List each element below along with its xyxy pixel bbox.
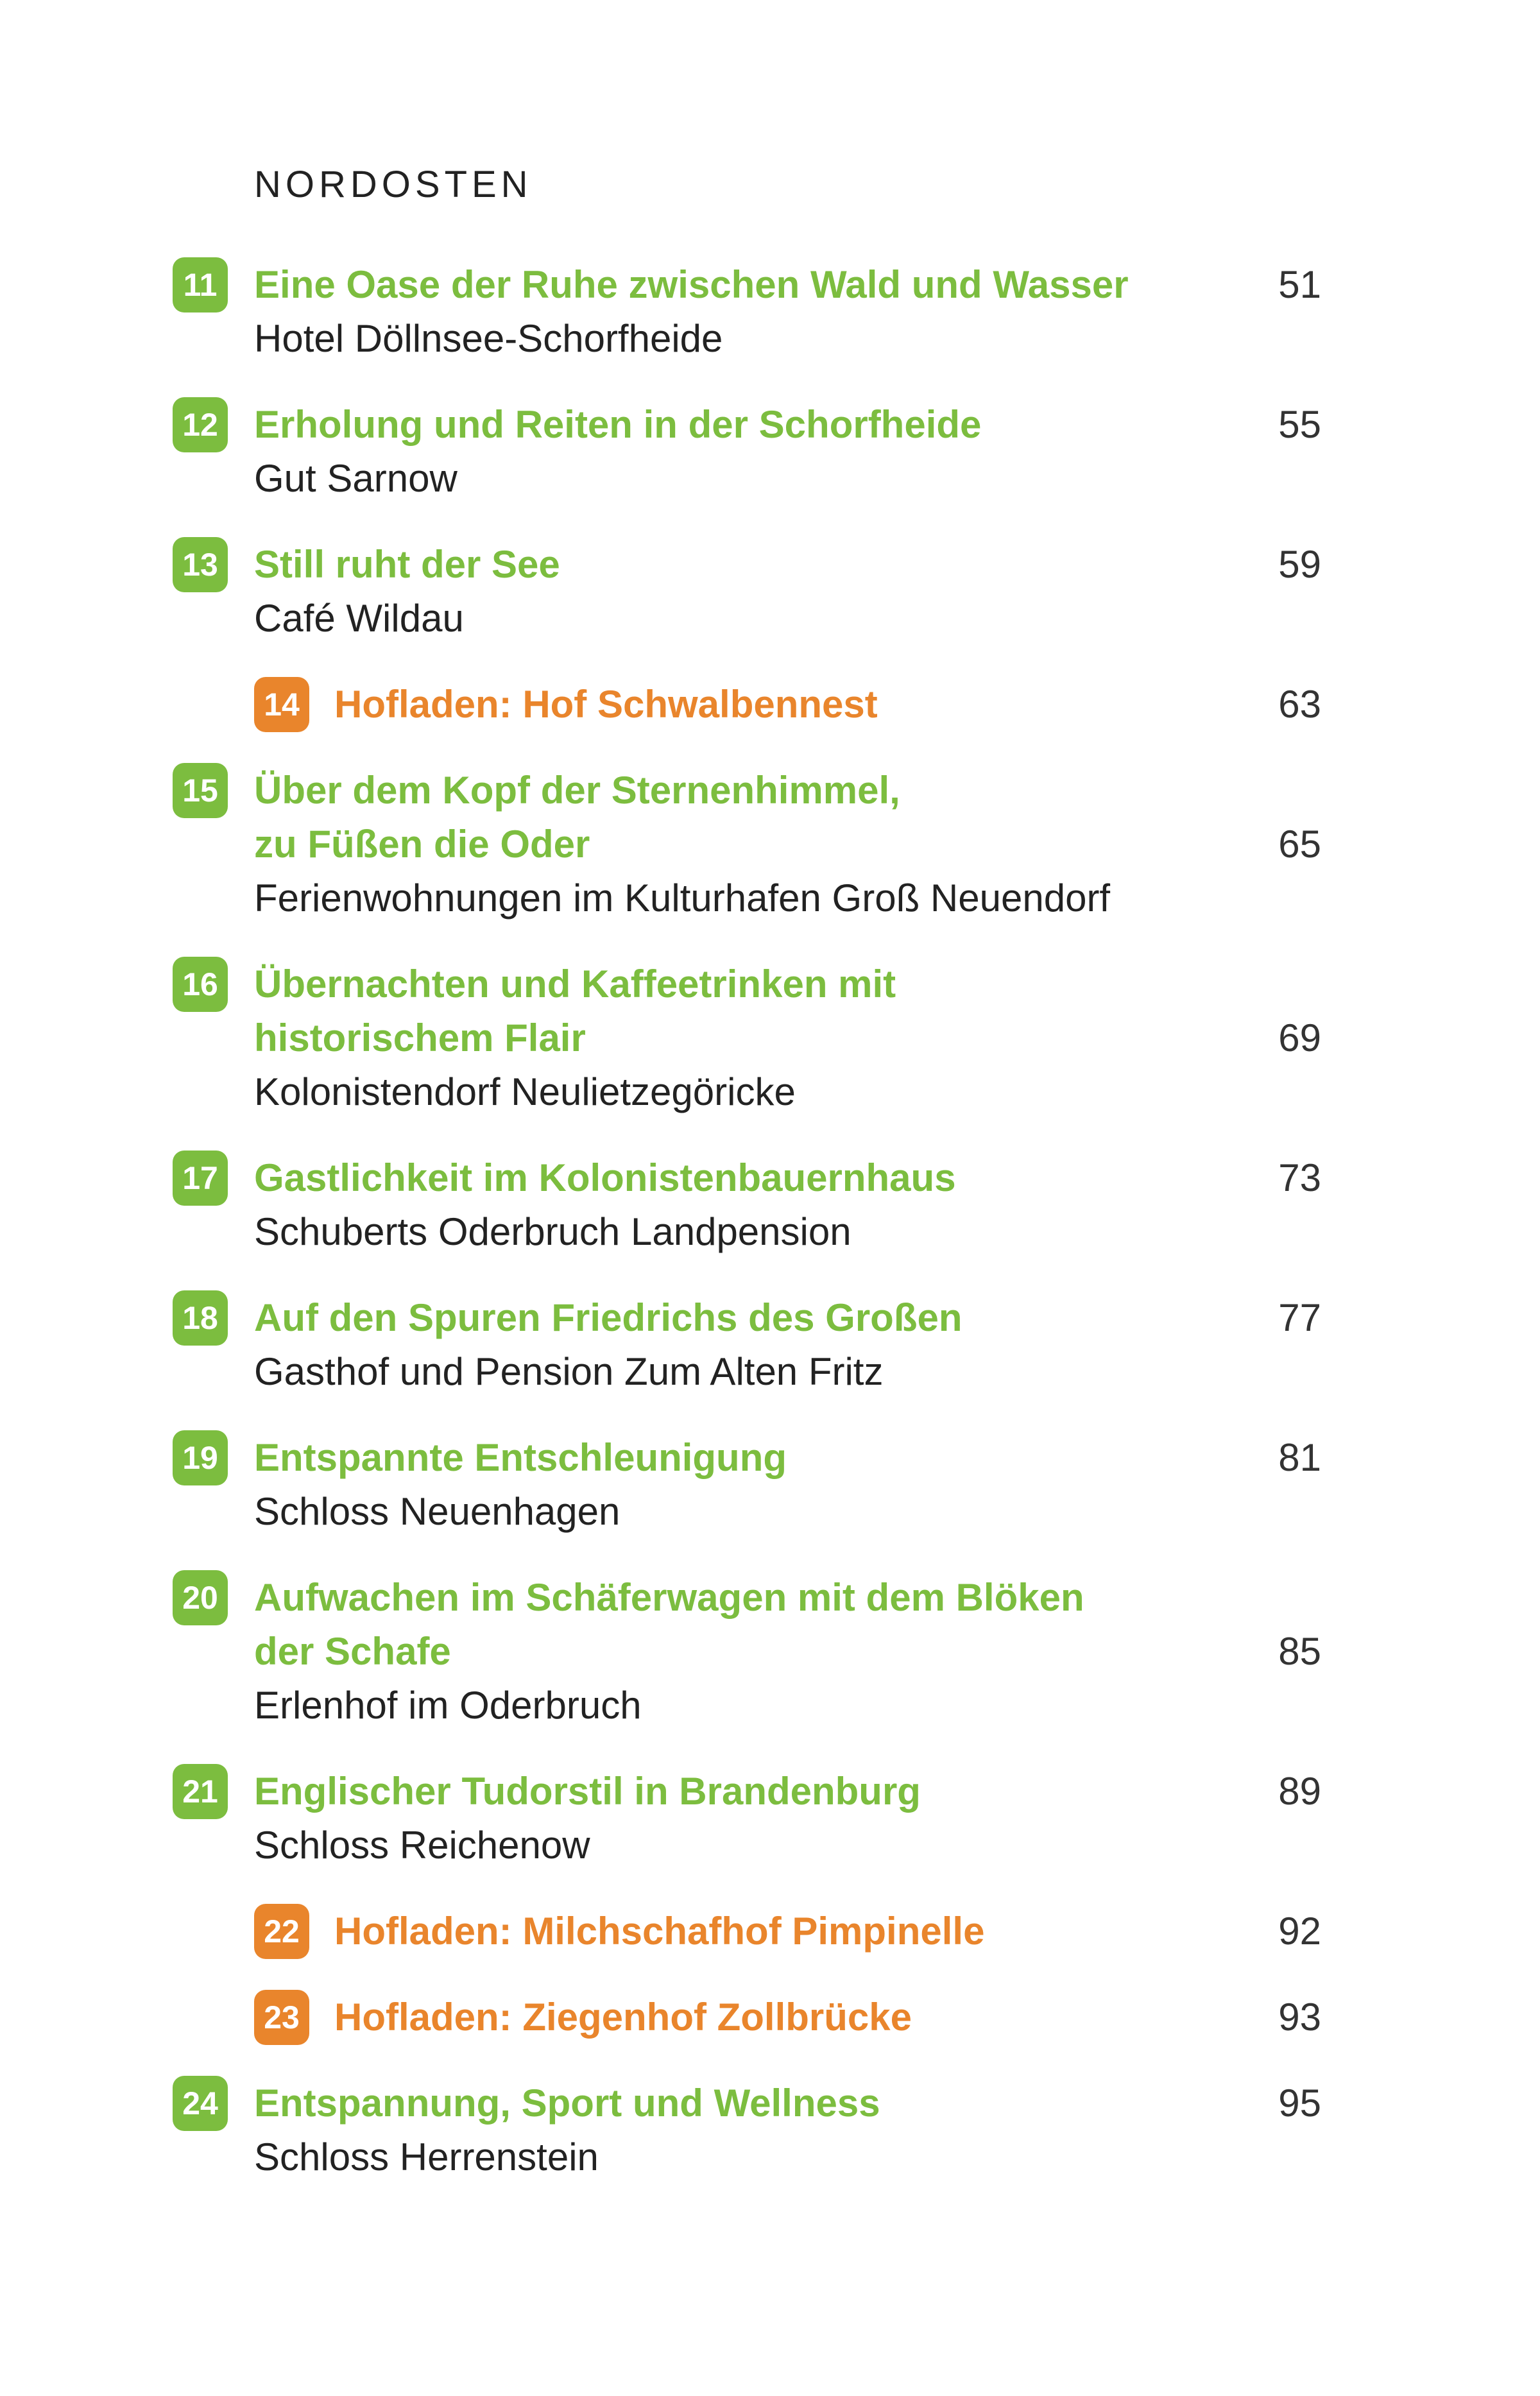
entry-title: Eine Oase der Ruhe zwischen Wald und Was…	[254, 263, 1129, 306]
page-number: 85	[1278, 1630, 1321, 1673]
page-number: 65	[1278, 823, 1321, 866]
page-number: 92	[1278, 1910, 1321, 1953]
toc-entry: 21 Englischer Tudorstil in Brandenburg Sch…	[173, 1764, 1321, 1872]
entry-title: Gastlichkeit im Kolonistenbauernhaus	[254, 1156, 956, 1199]
toc-entry: 18 Auf den Spuren Friedrichs des Großen Ga…	[173, 1290, 1321, 1399]
entry-title: zu Füßen die Oder	[254, 823, 590, 866]
entry-title: Entspannung, Sport und Wellness	[254, 2082, 880, 2125]
toc-entry: 24 Entspannung, Sport und Wellness Schloss…	[173, 2076, 1321, 2184]
entry-title: Hofladen: Hof Schwalbennest	[334, 683, 878, 726]
page-number: 55	[1278, 403, 1321, 446]
entry-title: historischem Flair	[254, 1016, 586, 1059]
number-badge: 12	[173, 397, 228, 452]
entry-subtitle: Schloss Reichenow	[254, 1824, 590, 1867]
toc-entry: 12 Erholung und Reiten in der Schorfheide…	[173, 397, 1321, 506]
number-badge: 15	[173, 763, 228, 818]
entry-title: Entspannte Entschleunigung	[254, 1436, 787, 1479]
page-number: 93	[1278, 1996, 1321, 2039]
number-badge: 17	[173, 1151, 228, 1206]
entry-subtitle: Schloss Neuenhagen	[254, 1490, 620, 1533]
page-number: 89	[1278, 1770, 1321, 1813]
toc-list: 11 Eine Oase der Ruhe zwischen Wald und W…	[173, 257, 1321, 2216]
toc-entry: 16 Übernachten und Kaffeetrinken mit histo…	[173, 957, 1321, 1119]
page-number: 81	[1278, 1436, 1321, 1479]
entry-title: Übernachten und Kaffeetrinken mit	[254, 963, 896, 1005]
toc-entry: 15 Über dem Kopf der Sternenhimmel, zu Füß…	[173, 763, 1321, 925]
entry-title: Englischer Tudorstil in Brandenburg	[254, 1770, 921, 1813]
toc-entry: 13 Still ruht der See Café Wildau 59	[173, 537, 1321, 646]
page-number: 59	[1278, 543, 1321, 586]
entry-title: Hofladen: Milchschafhof Pimpinelle	[334, 1910, 985, 1953]
page-number: 69	[1278, 1016, 1321, 1059]
toc-entry: 23 Hofladen: Ziegenhof Zollbrücke 93	[173, 1990, 1321, 2045]
entry-subtitle: Ferienwohnungen im Kulturhafen Groß Neue…	[254, 877, 1111, 920]
number-badge: 19	[173, 1430, 228, 1485]
page-number: 51	[1278, 263, 1321, 306]
number-badge: 21	[173, 1764, 228, 1819]
entry-subtitle: Erlenhof im Oderbruch	[254, 1684, 642, 1727]
entry-title: Auf den Spuren Friedrichs des Großen	[254, 1296, 963, 1339]
entry-title: Hofladen: Ziegenhof Zollbrücke	[334, 1996, 912, 2039]
entry-subtitle: Café Wildau	[254, 597, 464, 640]
entry-subtitle: Gasthof und Pension Zum Alten Fritz	[254, 1350, 884, 1393]
page-number: 63	[1278, 683, 1321, 726]
number-badge: 11	[173, 257, 228, 312]
entry-subtitle: Schuberts Oderbruch Landpension	[254, 1210, 851, 1253]
toc-entry: 22 Hofladen: Milchschafhof Pimpinelle 92	[173, 1904, 1321, 1959]
entry-title: Erholung und Reiten in der Schorfheide	[254, 403, 982, 446]
entry-subtitle: Kolonistendorf Neulietzegöricke	[254, 1070, 796, 1113]
toc-entry: 11 Eine Oase der Ruhe zwischen Wald und W…	[173, 257, 1321, 366]
entry-subtitle: Schloss Herrenstein	[254, 2135, 599, 2178]
entry-title: Still ruht der See	[254, 543, 560, 586]
number-badge: 22	[254, 1904, 309, 1959]
page-number: 77	[1278, 1296, 1321, 1339]
toc-entry: 17 Gastlichkeit im Kolonistenbauernhaus Sc…	[173, 1151, 1321, 1259]
page-number: 95	[1278, 2082, 1321, 2125]
entry-title: Aufwachen im Schäferwagen mit dem Blöken	[254, 1576, 1084, 1619]
entry-title: Über dem Kopf der Sternenhimmel,	[254, 769, 900, 812]
number-badge: 23	[254, 1990, 309, 2045]
entry-subtitle: Gut Sarnow	[254, 457, 458, 500]
toc-entry: 14 Hofladen: Hof Schwalbennest 63	[173, 677, 1321, 732]
number-badge: 13	[173, 537, 228, 592]
number-badge: 16	[173, 957, 228, 1012]
number-badge: 14	[254, 677, 309, 732]
section-heading: NORDOSTEN	[254, 164, 533, 205]
number-badge: 24	[173, 2076, 228, 2131]
number-badge: 18	[173, 1290, 228, 1346]
entry-title: der Schafe	[254, 1630, 451, 1673]
number-badge: 20	[173, 1570, 228, 1625]
toc-entry: 20 Aufwachen im Schäferwagen mit dem Blök…	[173, 1570, 1321, 1733]
page-number: 73	[1278, 1156, 1321, 1199]
entry-subtitle: Hotel Döllnsee-Schorfheide	[254, 317, 723, 360]
toc-entry: 19 Entspannte Entschleunigung Schloss Neue…	[173, 1430, 1321, 1539]
